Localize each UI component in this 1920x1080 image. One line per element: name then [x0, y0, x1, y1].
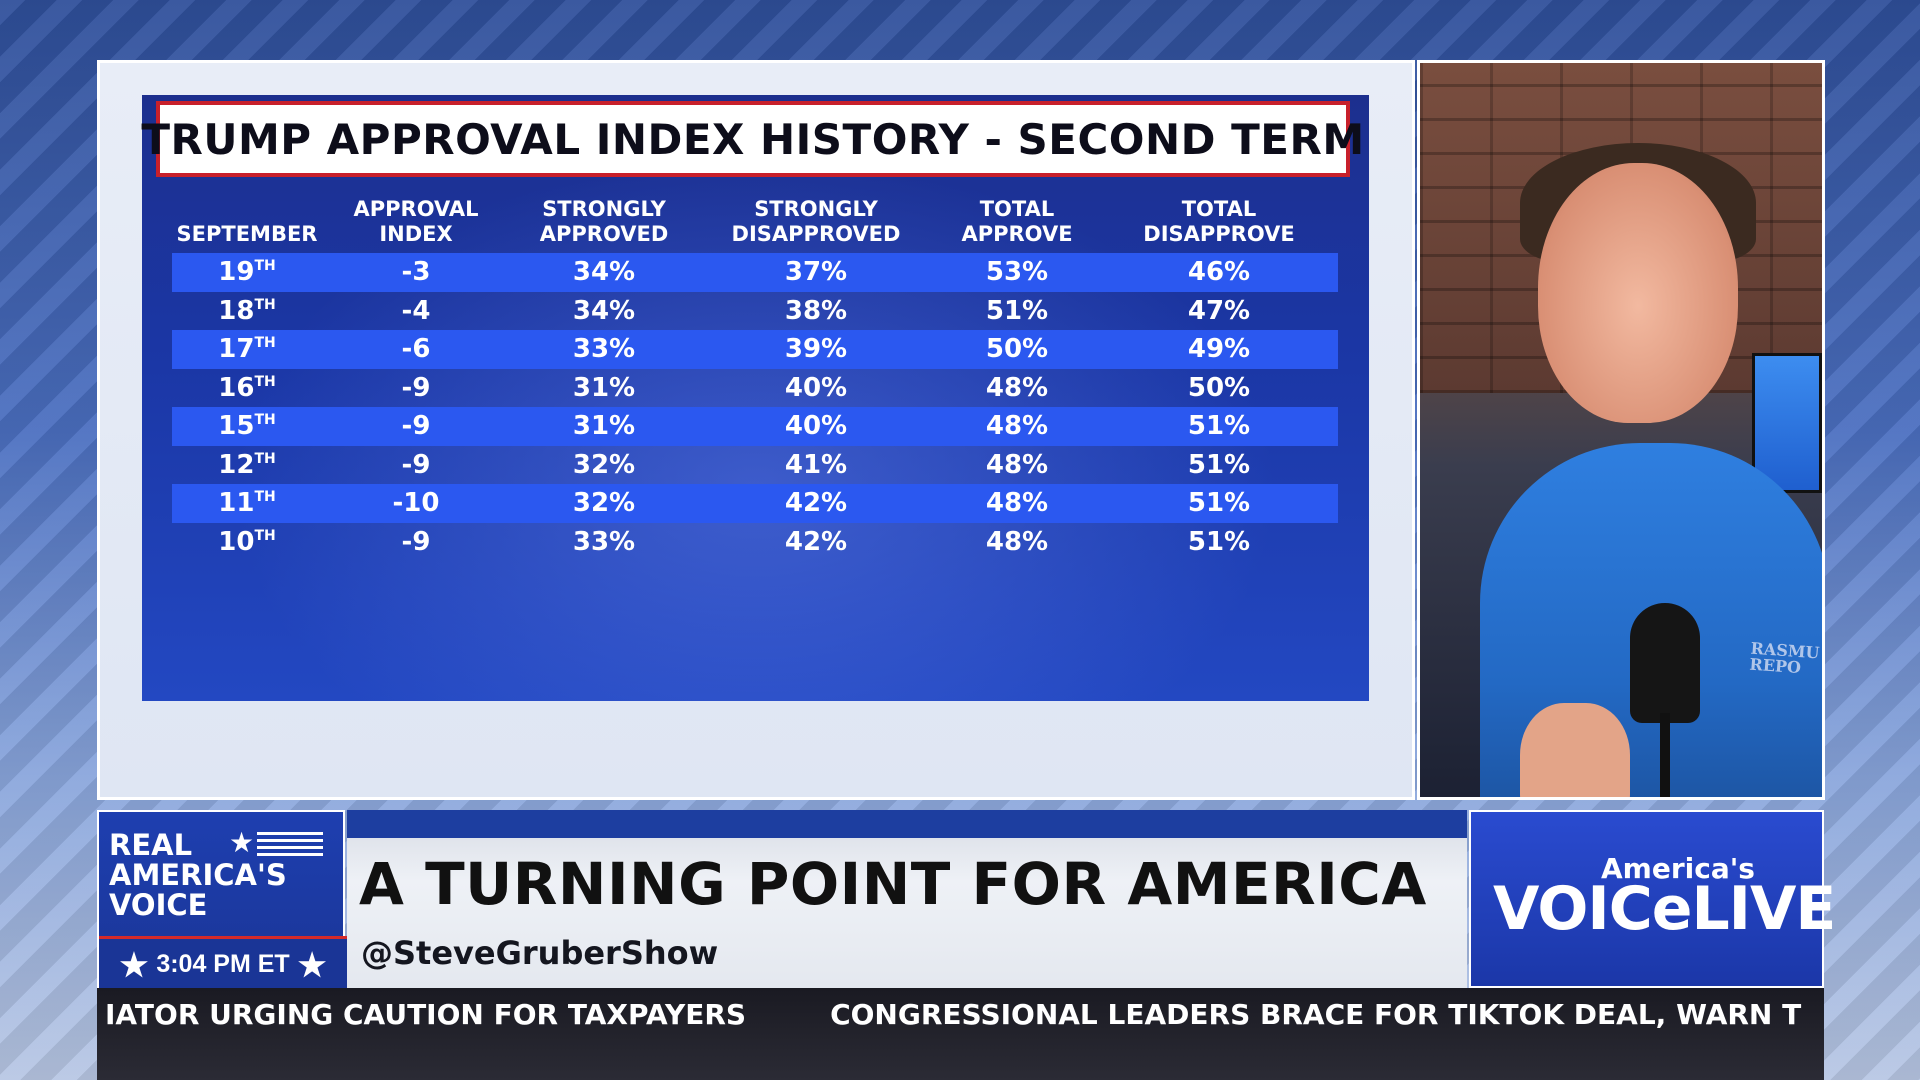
date-cell: 15TH: [218, 411, 276, 442]
strongly-disapproved-cell: 42%: [784, 526, 848, 557]
total-disapprove-cell: 50%: [1187, 372, 1251, 403]
table-row: 17TH -6 33% 39% 50% 49%: [172, 330, 1338, 369]
total-approve-cell: 53%: [985, 257, 1049, 288]
column-header-september: SEPTEMBER: [176, 222, 318, 246]
total-approve-cell: 48%: [985, 488, 1049, 519]
strongly-approved-cell: 31%: [572, 372, 636, 403]
total-approve-cell: 48%: [985, 449, 1049, 480]
column-header-approval-index: APPROVAL INDEX: [353, 197, 479, 246]
headline-panel: A TURNING POINT FOR AMERICA @SteveGruber…: [347, 810, 1467, 988]
table-row: 18TH -4 34% 38% 51% 47%: [172, 292, 1338, 331]
approval-index-cell: -9: [401, 526, 431, 557]
show-logo-main-text: VOICeLIVE: [1493, 874, 1836, 944]
column-header-strongly-approved: STRONGLY APPROVED: [539, 197, 669, 246]
strongly-approved-cell: 32%: [572, 488, 636, 519]
approval-index-cell: -9: [401, 411, 431, 442]
headline-top-bar: [347, 810, 1467, 838]
table-header-row: SEPTEMBER APPROVAL INDEX STRONGLY APPROV…: [172, 191, 1338, 247]
total-approve-cell: 48%: [985, 372, 1049, 403]
time-display: 3:04 PM ET: [156, 950, 290, 978]
date-cell: 11TH: [218, 488, 276, 519]
total-disapprove-cell: 51%: [1187, 526, 1251, 557]
total-approve-cell: 50%: [985, 334, 1049, 365]
table-row: 12TH -9 32% 41% 48% 51%: [172, 446, 1338, 485]
host-face: [1538, 163, 1738, 423]
total-disapprove-cell: 51%: [1187, 411, 1251, 442]
total-approve-cell: 51%: [985, 295, 1049, 326]
graphic-title-box: TRUMP APPROVAL INDEX HISTORY - SECOND TE…: [141, 101, 1364, 177]
column-header-strongly-disapproved: STRONGLY DISAPPROVED: [731, 197, 901, 246]
graphic-title: TRUMP APPROVAL INDEX HISTORY - SECOND TE…: [141, 114, 1365, 164]
strongly-disapproved-cell: 40%: [784, 372, 848, 403]
approval-index-cell: -4: [401, 295, 431, 326]
strongly-approved-cell: 34%: [572, 295, 636, 326]
approval-index-cell: -3: [401, 257, 431, 288]
column-header-total-disapprove: TOTAL DISAPPROVE: [1143, 197, 1295, 246]
table-row: 16TH -9 31% 40% 48% 50%: [172, 369, 1338, 408]
microphone-icon: [1630, 603, 1700, 723]
shirt-logo: RASMU REPO: [1748, 638, 1821, 678]
strongly-approved-cell: 33%: [572, 526, 636, 557]
approval-index-cell: -9: [401, 449, 431, 480]
news-ticker: IATOR URGING CAUTION FOR TAXPAYERS CONGR…: [97, 988, 1824, 1080]
total-approve-cell: 48%: [985, 526, 1049, 557]
star-icon: ★: [119, 946, 149, 983]
date-cell: 19TH: [218, 257, 276, 288]
total-approve-cell: 48%: [985, 411, 1049, 442]
table-row: 11TH -10 32% 42% 48% 51%: [172, 484, 1338, 523]
lower-third: ★ REAL AMERICA'S VOICE ★ 3:04 PM ET ★ A …: [97, 810, 1836, 990]
approval-index-cell: -6: [401, 334, 431, 365]
strongly-disapproved-cell: 39%: [784, 334, 848, 365]
date-cell: 16TH: [218, 372, 276, 403]
total-disapprove-cell: 46%: [1187, 257, 1251, 288]
total-disapprove-cell: 51%: [1187, 449, 1251, 480]
total-disapprove-cell: 49%: [1187, 334, 1251, 365]
network-logo: ★ REAL AMERICA'S VOICE ★ 3:04 PM ET ★: [97, 810, 347, 990]
background-monitor: [1752, 353, 1822, 493]
table-row: 15TH -9 31% 40% 48% 51%: [172, 407, 1338, 446]
headline: A TURNING POINT FOR AMERICA: [359, 850, 1427, 918]
date-cell: 17TH: [218, 334, 276, 365]
strongly-approved-cell: 33%: [572, 334, 636, 365]
show-logo-small-text: America's: [1601, 852, 1755, 885]
show-logo: America's VOICeLIVE: [1469, 810, 1836, 988]
star-icon: ★: [229, 827, 255, 858]
date-cell: 10TH: [218, 526, 276, 557]
approval-table-board: TRUMP APPROVAL INDEX HISTORY - SECOND TE…: [141, 95, 1369, 701]
host-hand: [1520, 703, 1630, 797]
strongly-disapproved-cell: 41%: [784, 449, 848, 480]
ticker-item: CONGRESSIONAL LEADERS BRACE FOR TIKTOK D…: [830, 998, 1802, 1031]
star-icon: ★: [297, 946, 327, 983]
strongly-disapproved-cell: 37%: [784, 257, 848, 288]
total-disapprove-cell: 51%: [1187, 488, 1251, 519]
strongly-disapproved-cell: 42%: [784, 488, 848, 519]
table-row: 10TH -9 33% 42% 48% 51%: [172, 523, 1338, 562]
column-header-total-approve: TOTAL APPROVE: [961, 197, 1073, 246]
ticker-item: IATOR URGING CAUTION FOR TAXPAYERS: [105, 998, 747, 1031]
table-body: 19TH -3 34% 37% 53% 46% 18TH -4 34% 38% …: [172, 253, 1338, 561]
approval-index-cell: -9: [401, 372, 431, 403]
date-cell: 12TH: [218, 449, 276, 480]
time-bar: ★ 3:04 PM ET ★: [99, 936, 347, 990]
strongly-disapproved-cell: 38%: [784, 295, 848, 326]
ticker-track: IATOR URGING CAUTION FOR TAXPAYERS CONGR…: [105, 998, 1801, 1031]
date-cell: 18TH: [218, 295, 276, 326]
strongly-disapproved-cell: 40%: [784, 411, 848, 442]
total-disapprove-cell: 47%: [1187, 295, 1251, 326]
strongly-approved-cell: 31%: [572, 411, 636, 442]
strongly-approved-cell: 32%: [572, 449, 636, 480]
table-row: 19TH -3 34% 37% 53% 46%: [172, 253, 1338, 292]
network-logo-text: REAL AMERICA'S VOICE: [109, 828, 287, 922]
flag-stripes-icon: [257, 832, 323, 858]
mic-stand: [1660, 713, 1670, 797]
approval-index-cell: -10: [392, 488, 440, 519]
strongly-approved-cell: 34%: [572, 257, 636, 288]
graphic-panel: TRUMP APPROVAL INDEX HISTORY - SECOND TE…: [97, 60, 1415, 800]
host-video-panel: RASMU REPO: [1417, 60, 1825, 800]
show-handle: @SteveGruberShow: [361, 934, 719, 972]
